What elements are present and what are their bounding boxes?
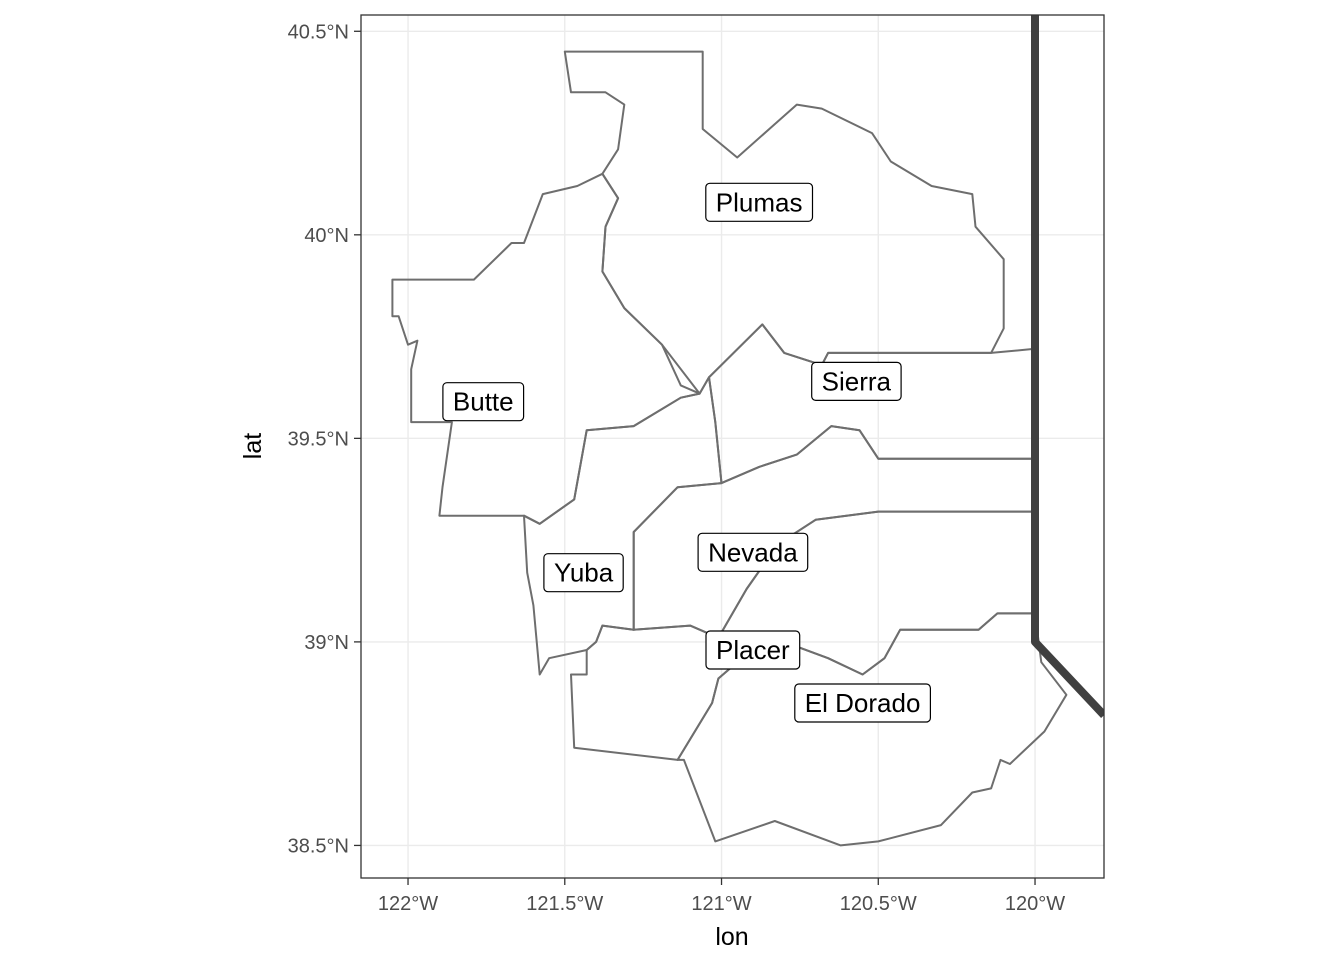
map-panel: Plumas Butte Sierra Yuba Nevada Placer El Dora… bbox=[360, 14, 1105, 879]
county-labels: Plumas Butte Sierra Yuba Nevada Placer El Dora… bbox=[442, 182, 931, 723]
county-label-nevada: Nevada bbox=[697, 532, 809, 572]
y-axis-title: lat bbox=[239, 433, 267, 459]
county-label-box bbox=[705, 182, 814, 222]
x-axis: 122°W 121.5°W 121°W 120.5°W 120°W bbox=[378, 878, 1065, 915]
county-label-butte: Butte bbox=[442, 382, 525, 422]
county-label-box bbox=[705, 630, 801, 670]
panel-background bbox=[361, 15, 1104, 878]
county-label-plumas: Plumas bbox=[705, 182, 814, 222]
county-label-text: Placer bbox=[716, 635, 790, 665]
x-tick-label: 122°W bbox=[378, 893, 438, 915]
county-label-yuba: Yuba bbox=[543, 553, 624, 593]
state-border-line bbox=[1031, 15, 1104, 718]
county-label-text: El Dorado bbox=[805, 688, 921, 718]
county-label-text: Yuba bbox=[554, 558, 614, 588]
y-tick-label: 39°N bbox=[304, 632, 349, 654]
y-tick-label: 40.5°N bbox=[288, 21, 349, 43]
x-axis-title: lon bbox=[715, 923, 748, 951]
y-axis: 38.5°N 39°N 39.5°N 40°N 40.5°N bbox=[288, 21, 361, 857]
county-label-sierra: Sierra bbox=[811, 361, 902, 401]
x-tick-label: 120.5°W bbox=[840, 893, 917, 915]
y-tick-label: 38.5°N bbox=[288, 835, 349, 857]
county-label-text: Butte bbox=[453, 387, 514, 417]
x-tick-label: 120°W bbox=[1005, 893, 1065, 915]
county-label-box bbox=[697, 532, 809, 572]
county-label-placer: Placer bbox=[705, 630, 801, 670]
county-label-text: Sierra bbox=[822, 366, 892, 396]
county-label-el-dorado: El Dorado bbox=[794, 683, 931, 723]
county-label-box bbox=[543, 553, 624, 593]
county-label-box bbox=[811, 361, 902, 401]
county-label-box bbox=[794, 683, 931, 723]
x-tick-label: 121°W bbox=[691, 893, 751, 915]
county-label-box bbox=[442, 382, 525, 422]
county-boundary-el-dorado bbox=[676, 612, 1068, 847]
panel-border bbox=[360, 14, 1105, 879]
state-boundary bbox=[1031, 15, 1104, 718]
county-label-text: Plumas bbox=[716, 187, 803, 217]
grid-lines bbox=[361, 15, 1104, 878]
county-label-text: Nevada bbox=[708, 537, 798, 567]
x-tick-label: 121.5°W bbox=[526, 893, 603, 915]
county-boundary-butte bbox=[391, 172, 701, 525]
y-tick-label: 39.5°N bbox=[288, 428, 349, 450]
y-tick-label: 40°N bbox=[304, 225, 349, 247]
